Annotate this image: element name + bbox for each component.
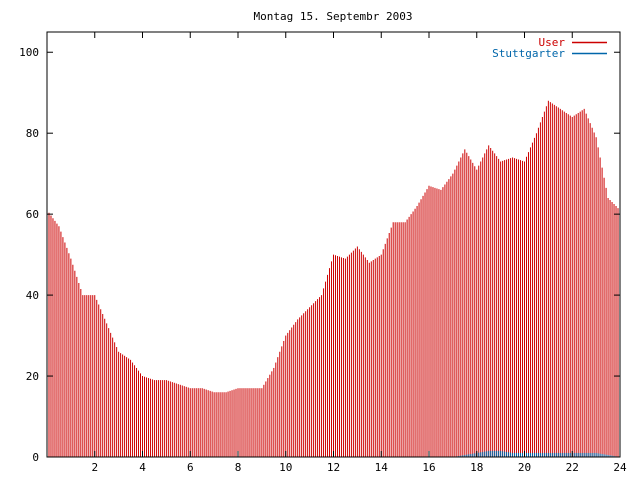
chart-title: Montag 15. Septembr 2003 <box>254 10 413 23</box>
x-tick-label: 8 <box>235 461 242 474</box>
y-tick-label: 60 <box>26 208 39 221</box>
y-tick-label: 80 <box>26 127 39 140</box>
y-tick-label: 20 <box>26 370 39 383</box>
legend-label-stuttgarter: Stuttgarter <box>492 47 565 60</box>
x-tick-label: 20 <box>518 461 531 474</box>
x-tick-label: 22 <box>566 461 579 474</box>
plot-frame <box>46 31 621 458</box>
x-tick-label: 10 <box>279 461 292 474</box>
x-tick-label: 16 <box>422 461 435 474</box>
x-tick-label: 14 <box>375 461 389 474</box>
y-tick-label: 100 <box>19 46 39 59</box>
x-tick-label: 6 <box>187 461 194 474</box>
y-tick-label: 40 <box>26 289 39 302</box>
stuttgarter-bars <box>454 450 619 457</box>
x-axis: 2 4 6 8 10 12 14 16 18 20 22 24 <box>91 32 627 474</box>
legend-label-user: User <box>539 36 566 49</box>
legend: User Stuttgarter <box>492 36 607 60</box>
x-tick-label: 18 <box>470 461 483 474</box>
x-tick-label: 2 <box>91 461 98 474</box>
x-tick-label: 4 <box>139 461 146 474</box>
x-tick-label: 12 <box>327 461 340 474</box>
y-axis: 0 20 40 60 80 100 <box>19 46 620 464</box>
y-tick-label: 0 <box>32 451 39 464</box>
user-bars <box>46 100 621 457</box>
x-tick-label: 24 <box>613 461 627 474</box>
